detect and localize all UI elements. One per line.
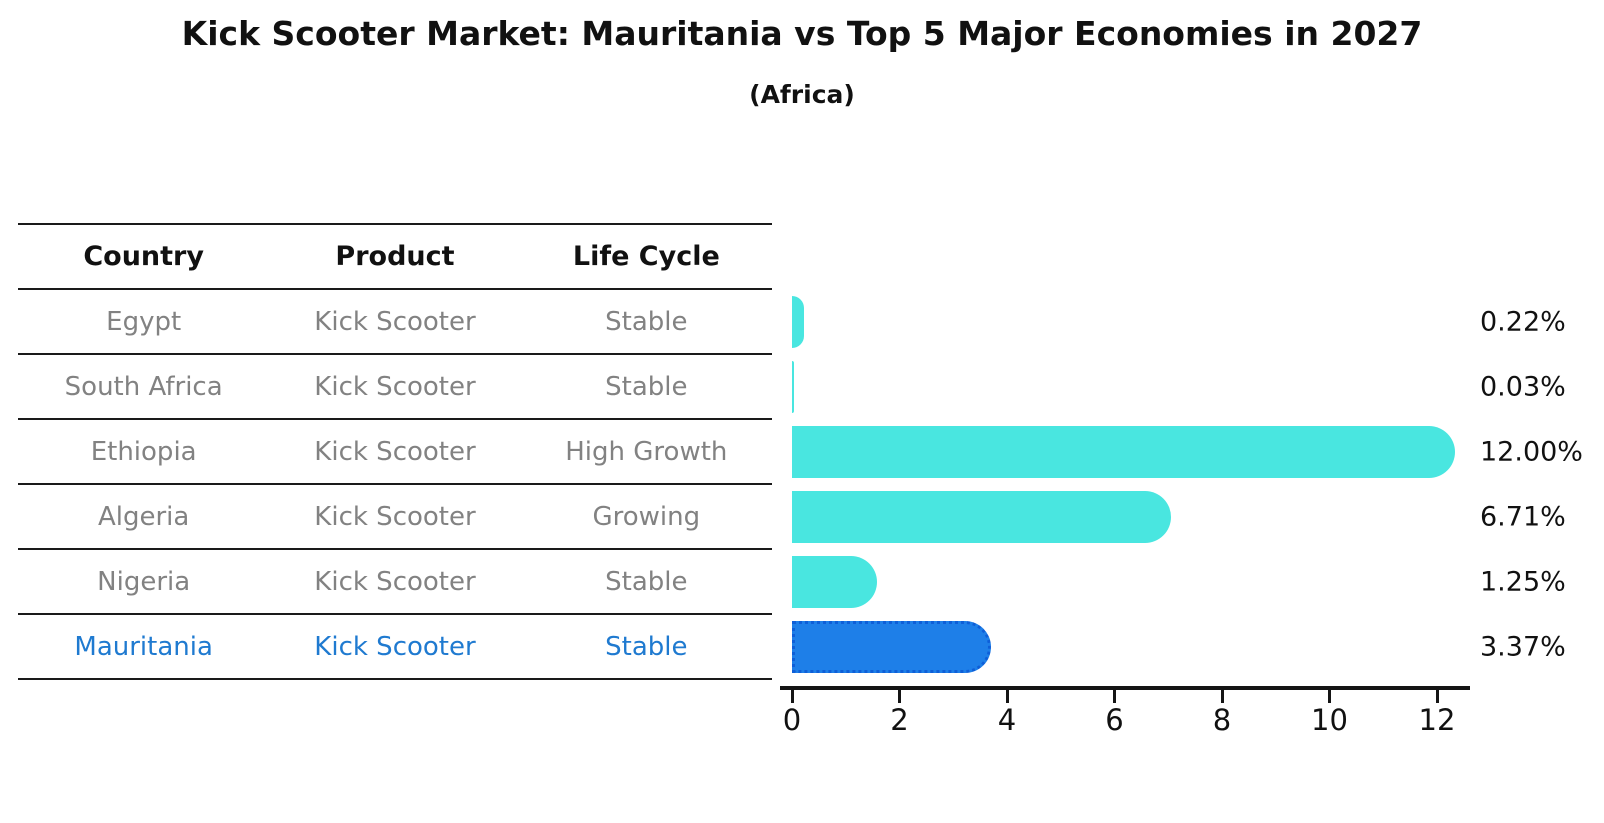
value-label-south-africa: 0.03% <box>1480 371 1566 402</box>
table-row-algeria: Algeria Kick Scooter Growing <box>18 483 772 548</box>
bar-mauritania <box>792 620 992 673</box>
cell-country: Mauritania <box>74 631 213 662</box>
cell-country: Ethiopia <box>90 436 197 467</box>
column-header-life-cycle: Life Cycle <box>572 241 720 272</box>
value-label-nigeria: 1.25% <box>1480 566 1566 597</box>
table-row-south-africa: South Africa Kick Scooter Stable <box>18 353 772 418</box>
value-label-egypt: 0.22% <box>1480 306 1566 337</box>
cell-product: Kick Scooter <box>314 566 476 597</box>
value-label-mauritania: 3.37% <box>1480 631 1566 662</box>
x-tick-mark <box>1220 690 1224 703</box>
cell-life-cycle: Growing <box>592 501 701 532</box>
x-tick-label: 8 <box>1212 703 1232 737</box>
cell-country: Egypt <box>106 306 182 337</box>
cell-country: Nigeria <box>97 566 191 597</box>
table-row-mauritania: Mauritania Kick Scooter Stable <box>18 613 772 680</box>
bar-nigeria <box>792 555 878 608</box>
table-row-egypt: Egypt Kick Scooter Stable <box>18 288 772 353</box>
bar-ethiopia <box>792 425 1455 478</box>
table-row-nigeria: Nigeria Kick Scooter Stable <box>18 548 772 613</box>
table-header-row: Country Product Life Cycle <box>18 223 772 288</box>
x-tick-mark <box>1435 690 1439 703</box>
x-tick-mark <box>1328 690 1331 703</box>
x-tick-label: 12 <box>1418 703 1456 737</box>
cell-product: Kick Scooter <box>314 306 476 337</box>
x-tick-label: 0 <box>782 703 802 737</box>
cell-product: Kick Scooter <box>314 371 476 402</box>
x-tick-label: 10 <box>1311 703 1348 737</box>
column-header-product: Product <box>335 241 455 272</box>
cell-product: Kick Scooter <box>314 436 476 467</box>
value-label-algeria: 6.71% <box>1480 501 1566 532</box>
cell-life-cycle: High Growth <box>565 436 728 467</box>
cell-life-cycle: Stable <box>605 371 688 402</box>
x-tick-label: 6 <box>1105 703 1124 737</box>
x-tick-mark <box>898 690 901 703</box>
bar-egypt <box>792 295 804 348</box>
cell-life-cycle: Stable <box>605 566 688 597</box>
country-table: Country Product Life Cycle Egypt Kick Sco… <box>18 223 772 680</box>
x-tick-mark <box>790 690 794 703</box>
column-header-country: Country <box>83 241 204 272</box>
chart-subtitle: (Africa) <box>749 80 855 109</box>
cell-life-cycle: Stable <box>605 631 688 662</box>
x-tick-label: 2 <box>890 703 909 737</box>
x-tick-label: 4 <box>997 703 1017 737</box>
table-row-ethiopia: Ethiopia Kick Scooter High Growth <box>18 418 772 483</box>
cell-product: Kick Scooter <box>314 501 476 532</box>
x-tick-mark <box>1005 690 1009 703</box>
cell-country: Algeria <box>97 501 190 532</box>
x-axis-spine <box>780 686 1470 690</box>
value-label-ethiopia: 12.00% <box>1480 436 1583 467</box>
bar-algeria <box>792 490 1171 543</box>
bar-south-africa <box>792 360 794 413</box>
cell-life-cycle: Stable <box>605 306 688 337</box>
cell-product: Kick Scooter <box>314 631 476 662</box>
cell-country: South Africa <box>64 371 223 402</box>
chart-title: Kick Scooter Market: Mauritania vs Top 5… <box>181 14 1423 53</box>
x-tick-mark <box>1113 690 1116 703</box>
